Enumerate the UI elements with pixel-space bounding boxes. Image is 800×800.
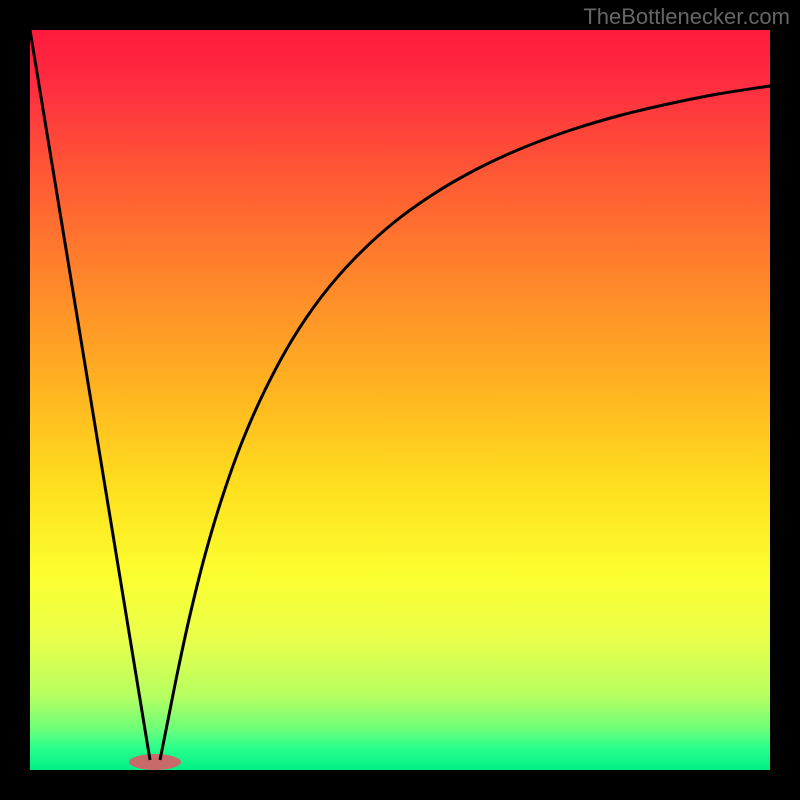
watermark-text: TheBottlenecker.com bbox=[583, 4, 790, 30]
bottleneck-marker bbox=[129, 754, 181, 770]
chart-container: TheBottlenecker.com bbox=[0, 0, 800, 800]
bottleneck-chart bbox=[0, 0, 800, 800]
chart-background bbox=[30, 30, 770, 770]
